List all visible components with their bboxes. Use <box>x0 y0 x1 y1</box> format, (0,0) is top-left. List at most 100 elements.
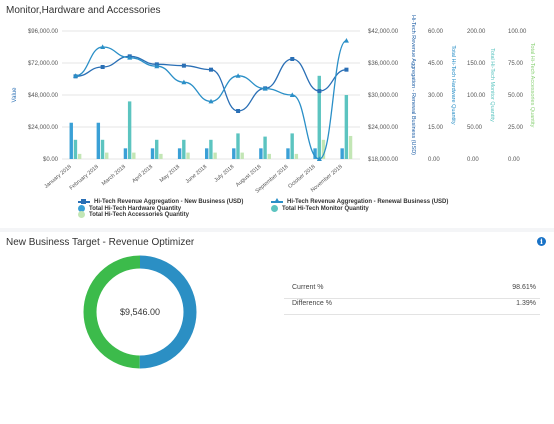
accessories-axis-tick: 100.00 <box>508 29 527 35</box>
dot-legend-icon <box>78 211 85 218</box>
legend-item-accessories-quantity[interactable]: Total Hi-Tech Accessories Quantity <box>78 211 189 218</box>
bar-monitor <box>182 139 186 159</box>
legend-label: Hi-Tech Revenue Aggregation - Renewal Bu… <box>287 199 449 205</box>
metric-label: Current % <box>292 284 324 291</box>
donut-svg <box>83 255 197 369</box>
bar-hardware <box>340 148 344 159</box>
accessories-axis-tick: 75.00 <box>508 61 524 67</box>
hardware-axis-tick: 15.00 <box>428 125 444 131</box>
bar-monitor <box>317 75 321 159</box>
data-point-triangle <box>127 55 133 60</box>
line-triangle-legend-icon <box>271 198 283 203</box>
bar-accessories <box>348 135 353 159</box>
data-point-triangle <box>73 73 79 78</box>
revenue-axis-label: Hi-Tech Revenue Aggregation - Renewal Bu… <box>410 15 416 155</box>
hardware-axis-label: Total Hi-Tech Hardware Quantity <box>450 45 456 124</box>
data-point-triangle <box>289 92 295 97</box>
data-point-triangle <box>262 86 268 91</box>
hardware-axis-tick: 30.00 <box>428 93 444 99</box>
revenue-axis-tick: $30,000.00 <box>368 93 399 99</box>
monitor-axis-tick: 0.00 <box>467 157 479 163</box>
bar-hardware <box>259 148 263 159</box>
bar-accessories <box>105 152 109 159</box>
legend-item-monitor-quantity[interactable]: Total Hi-Tech Monitor Quantity <box>271 205 369 212</box>
chart-panel: Monitor,Hardware and Accessories $0.00 $2… <box>0 0 554 228</box>
revenue-optimizer-title: New Business Target - Revenue Optimizer <box>6 237 195 248</box>
data-point-square <box>100 65 105 69</box>
data-point-square <box>236 109 241 113</box>
x-axis-tick: May 2018 <box>159 164 181 184</box>
revenue-axis-tick: $18,000.00 <box>368 157 399 163</box>
legend-label: Hi-Tech Revenue Aggregation - New Busine… <box>94 199 244 205</box>
revenue-optimizer-panel: New Business Target - Revenue Optimizer … <box>0 232 554 424</box>
bar-hardware <box>232 148 236 159</box>
bar-monitor <box>100 139 105 159</box>
bar-monitor <box>290 133 294 159</box>
left-axis-tick: $0.00 <box>43 157 59 163</box>
metric-value: 1.39% <box>516 300 536 307</box>
bar-monitor <box>127 101 132 159</box>
data-point-triangle <box>100 44 106 49</box>
bar-hardware <box>69 122 73 159</box>
bar-accessories <box>77 153 82 159</box>
left-axis-label: Value <box>12 87 18 103</box>
metric-value: 98.61% <box>512 284 536 291</box>
dot-legend-icon <box>78 205 85 212</box>
bar-monitor <box>73 139 78 159</box>
data-point-triangle <box>343 38 349 43</box>
series-line-revenue <box>75 39 347 160</box>
data-point-square <box>290 57 295 61</box>
x-axis-tick: June 2018 <box>185 164 209 185</box>
x-axis-tick: April 2018 <box>131 164 154 185</box>
donut-chart: $9,546.00 <box>82 254 198 370</box>
legend-item-renewal-business[interactable]: Hi-Tech Revenue Aggregation - Renewal Bu… <box>271 198 449 205</box>
data-point-triangle <box>208 98 214 104</box>
bar-hardware <box>205 148 209 159</box>
bar-hardware <box>313 148 317 159</box>
bar-hardware <box>177 148 182 159</box>
bar-accessories <box>159 153 163 159</box>
metric-label: Difference % <box>292 300 332 307</box>
bar-accessories <box>186 152 190 159</box>
bar-monitor <box>263 136 267 159</box>
legend-item-new-business[interactable]: Hi-Tech Revenue Aggregation - New Busine… <box>78 199 243 205</box>
hardware-axis-tick: 0.00 <box>428 157 440 163</box>
bar-accessories <box>213 152 217 159</box>
line-square-legend-icon <box>78 199 90 204</box>
data-point-triangle <box>181 79 187 85</box>
legend-label: Total Hi-Tech Monitor Quantity <box>282 205 369 212</box>
left-axis-tick: $24,000.00 <box>28 125 59 131</box>
x-axis-tick: August 2018 <box>235 164 263 188</box>
data-point-square <box>209 67 213 72</box>
revenue-axis-tick: $42,000.00 <box>368 29 399 35</box>
monitor-axis-tick: 100.00 <box>467 93 486 99</box>
bar-accessories <box>321 139 326 159</box>
hardware-axis-tick: 60.00 <box>428 29 444 35</box>
bar-accessories <box>240 152 244 159</box>
data-point-square <box>181 63 186 68</box>
accessories-axis-label: Total Hi-Tech Accessories Quantity <box>529 43 535 128</box>
bar-accessories <box>294 153 299 159</box>
left-axis-tick: $72,000.00 <box>28 61 59 67</box>
bar-monitor <box>236 133 240 159</box>
data-point-square <box>344 67 349 72</box>
accessories-axis-tick: 50.00 <box>508 93 524 99</box>
revenue-axis-tick: $36,000.00 <box>368 61 399 67</box>
bar-monitor <box>209 139 213 159</box>
bar-accessories <box>132 152 136 159</box>
bar-monitor <box>155 139 159 159</box>
info-icon[interactable]: i <box>537 237 546 246</box>
legend-label: Total Hi-Tech Accessories Quantity <box>89 211 189 218</box>
bar-monitor <box>344 95 349 159</box>
monitor-axis-label: Total Hi-Tech Monitor Quantity <box>489 48 495 122</box>
data-point-triangle <box>235 73 241 78</box>
left-axis-tick: $96,000.00 <box>28 29 59 35</box>
donut-segment-current <box>83 255 197 369</box>
legend-item-hardware-quantity[interactable]: Total Hi-Tech Hardware Quantity <box>78 205 181 212</box>
bar-hardware <box>123 148 128 159</box>
donut-center-value: $9,546.00 <box>119 307 161 317</box>
accessories-axis-tick: 0.00 <box>508 157 520 163</box>
dot-legend-icon <box>271 205 278 212</box>
bar-hardware <box>286 148 290 159</box>
bar-accessories <box>267 153 271 159</box>
